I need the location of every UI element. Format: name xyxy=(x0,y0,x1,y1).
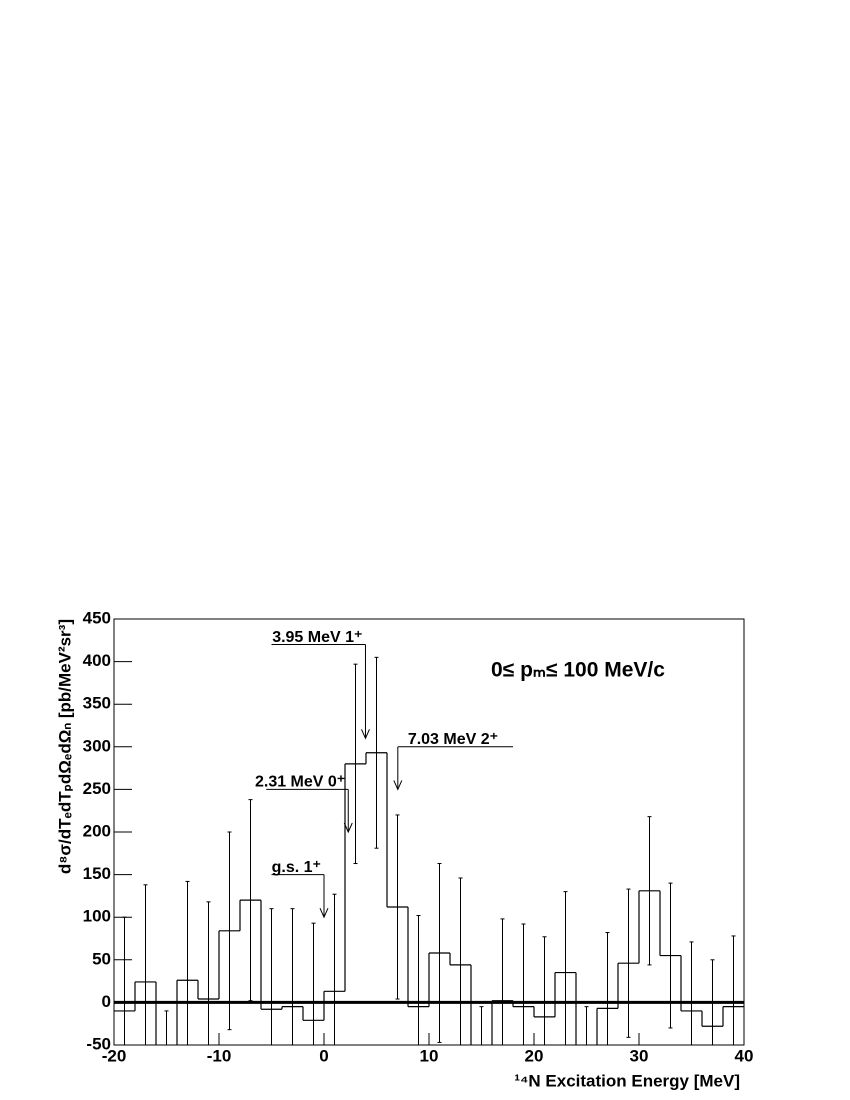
y-tick-label: 250 xyxy=(83,779,111,798)
y-tick-label: 300 xyxy=(83,736,111,755)
x-tick-label: 40 xyxy=(735,1046,754,1065)
y-tick-label: -50 xyxy=(86,1034,111,1053)
annotation-label: 3.95 MeV 1⁺ xyxy=(272,629,362,646)
arrow-head xyxy=(361,729,370,740)
y-tick-label: 0 xyxy=(102,992,111,1011)
y-tick-label: 350 xyxy=(83,694,111,713)
arrow-head xyxy=(319,907,329,919)
y-tick-label: 200 xyxy=(83,821,111,840)
x-tick-label: 0 xyxy=(319,1046,328,1065)
y-tick-label: 150 xyxy=(83,864,111,883)
y-tick-label: 450 xyxy=(83,608,111,627)
y-tick-label: 50 xyxy=(92,949,111,968)
x-tick-label: -10 xyxy=(207,1046,232,1065)
x-tick-label: 10 xyxy=(420,1046,439,1065)
annotation-label: g.s. 1⁺ xyxy=(272,859,321,876)
x-axis-label: ¹⁴N Excitation Energy [MeV] xyxy=(514,1071,740,1090)
range-label: 0≤ pₘ≤ 100 MeV/c xyxy=(491,659,665,682)
arrow-head xyxy=(393,780,403,791)
y-axis-label: d⁸σ/dTₑdTₚdΩₑdΩₙ [pb/MeV²sr³] xyxy=(55,619,74,874)
annotation-label: 7.03 MeV 2⁺ xyxy=(408,731,498,748)
x-tick-label: -20 xyxy=(102,1046,127,1065)
x-tick-label: 30 xyxy=(630,1046,649,1065)
y-tick-label: 400 xyxy=(83,651,111,670)
plot-area xyxy=(114,656,744,1045)
x-tick-label: 20 xyxy=(525,1046,544,1065)
arrow-head xyxy=(343,822,353,834)
y-tick-label: 100 xyxy=(83,907,111,926)
annotation-label: 2.31 MeV 0⁺ xyxy=(255,774,345,791)
